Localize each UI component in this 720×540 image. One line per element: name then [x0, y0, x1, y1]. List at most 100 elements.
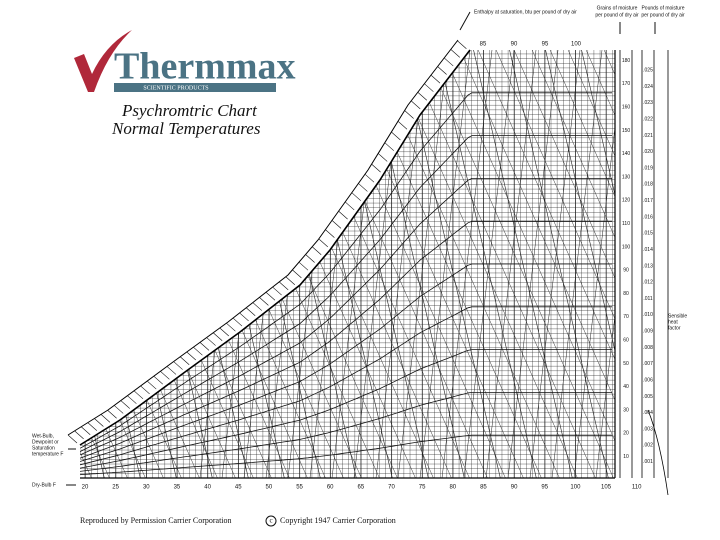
moisture-label: .005 — [643, 394, 653, 400]
dry-bulb-label: 65 — [358, 485, 365, 491]
scale-tick — [81, 426, 91, 435]
enthalpy-label: 90 — [511, 42, 518, 48]
scale-tick — [338, 210, 348, 220]
title: Normal Temperatures — [111, 119, 261, 138]
grid-line — [569, 50, 615, 478]
left-label: Wet-Bulb, — [32, 433, 54, 439]
grid-line — [545, 50, 615, 478]
dry-bulb-label: 80 — [449, 485, 456, 491]
grains-label: 150 — [622, 128, 631, 134]
grid-line — [397, 50, 449, 478]
grid-line — [595, 50, 615, 478]
grid-line — [419, 50, 615, 478]
moisture-label: .017 — [643, 198, 653, 204]
grid-line — [497, 50, 615, 478]
scale-tick — [206, 337, 216, 346]
scale-tick — [437, 66, 447, 75]
moisture-label: .004 — [643, 410, 653, 416]
logo-tagline: SCIENTIFIC PRODUCTS — [143, 85, 208, 91]
grains-label: 30 — [623, 407, 629, 413]
dry-bulb-label: 75 — [419, 485, 426, 491]
scale-tick — [417, 92, 427, 101]
dry-bulb-label: 45 — [235, 485, 242, 491]
scale-tick — [305, 254, 315, 263]
rh-curve — [80, 349, 612, 469]
scale-tick — [226, 322, 236, 332]
scale-tick — [444, 57, 454, 67]
scale-tick — [133, 390, 144, 400]
scale-tick — [173, 361, 183, 370]
scale-tick — [364, 173, 375, 183]
enthalpy-label: 85 — [480, 42, 487, 48]
scale-tick — [391, 131, 401, 141]
grid-line — [455, 50, 615, 478]
grid-line — [437, 50, 615, 478]
shf-curve — [647, 409, 669, 496]
scale-tick — [180, 356, 190, 365]
enthalpy-label: 95 — [542, 42, 549, 48]
scale-tick — [107, 410, 117, 419]
moisture-label: .013 — [643, 263, 653, 269]
shf-label: heat — [668, 319, 678, 325]
moisture-label: .001 — [643, 459, 653, 465]
dry-bulb-label: 85 — [480, 485, 487, 491]
grid-line — [80, 50, 183, 478]
dry-bulb-label: 105 — [601, 485, 612, 491]
moisture-label: .009 — [643, 329, 653, 335]
scale-tick — [397, 121, 408, 130]
dry-bulb-label: 55 — [296, 485, 303, 491]
scale-tick — [213, 332, 223, 341]
moisture-label: .022 — [643, 117, 653, 123]
scale-tick — [94, 418, 104, 427]
scale-tick — [450, 49, 460, 58]
moisture-label: .024 — [643, 84, 653, 90]
scale-tick — [318, 238, 328, 248]
dry-bulb-label: 100 — [570, 485, 581, 491]
header-note: Grains of moisture — [597, 5, 638, 11]
scale-tick — [120, 400, 130, 409]
dry-bulb-label: 60 — [327, 485, 334, 491]
scale-tick — [424, 83, 434, 92]
rh-curve — [80, 92, 612, 449]
scale-tick — [140, 385, 150, 395]
scale-tick — [298, 261, 309, 271]
grains-label: 170 — [622, 81, 631, 87]
grains-label: 80 — [623, 291, 629, 297]
grid-line — [80, 50, 165, 478]
dry-bulb-label: 110 — [632, 485, 642, 491]
scale-tick — [153, 375, 163, 385]
scale-tick — [279, 281, 289, 291]
rh-curve — [80, 263, 612, 462]
scale-tick — [411, 100, 421, 110]
grains-label: 160 — [622, 105, 631, 111]
scale-tick — [147, 380, 157, 390]
scale-tick — [325, 229, 335, 238]
scale-tick — [384, 142, 394, 151]
grains-label: 40 — [623, 384, 629, 390]
left-label: Saturation — [32, 445, 55, 451]
dry-bulb-label: 70 — [388, 485, 395, 491]
grid-line — [375, 50, 427, 478]
grains-label: 100 — [622, 244, 631, 250]
dry-bulb-label: 25 — [112, 485, 119, 491]
header-note: per pound of dry air — [595, 12, 639, 18]
dry-bulb-label: 90 — [511, 485, 518, 491]
moisture-label: .007 — [643, 361, 653, 367]
grid-line — [473, 50, 615, 478]
scale-tick — [232, 317, 243, 327]
footer: c — [269, 517, 272, 525]
scale-tick — [186, 351, 196, 361]
scale-tick — [100, 414, 111, 423]
grid-line — [533, 50, 615, 478]
header-note: Enthalpy at saturation, btu per pound of… — [474, 9, 577, 15]
scale-tick — [292, 269, 302, 279]
logo-brand: Thermmax — [114, 46, 296, 88]
scale-tick — [166, 366, 177, 375]
moisture-label: .006 — [643, 377, 653, 383]
title: Psychromtric Chart — [121, 101, 258, 120]
grains-label: 50 — [623, 361, 629, 367]
grains-label: 20 — [623, 431, 629, 437]
scale-tick — [265, 292, 276, 301]
scale-tick — [199, 342, 210, 351]
rh-curve — [80, 220, 612, 459]
